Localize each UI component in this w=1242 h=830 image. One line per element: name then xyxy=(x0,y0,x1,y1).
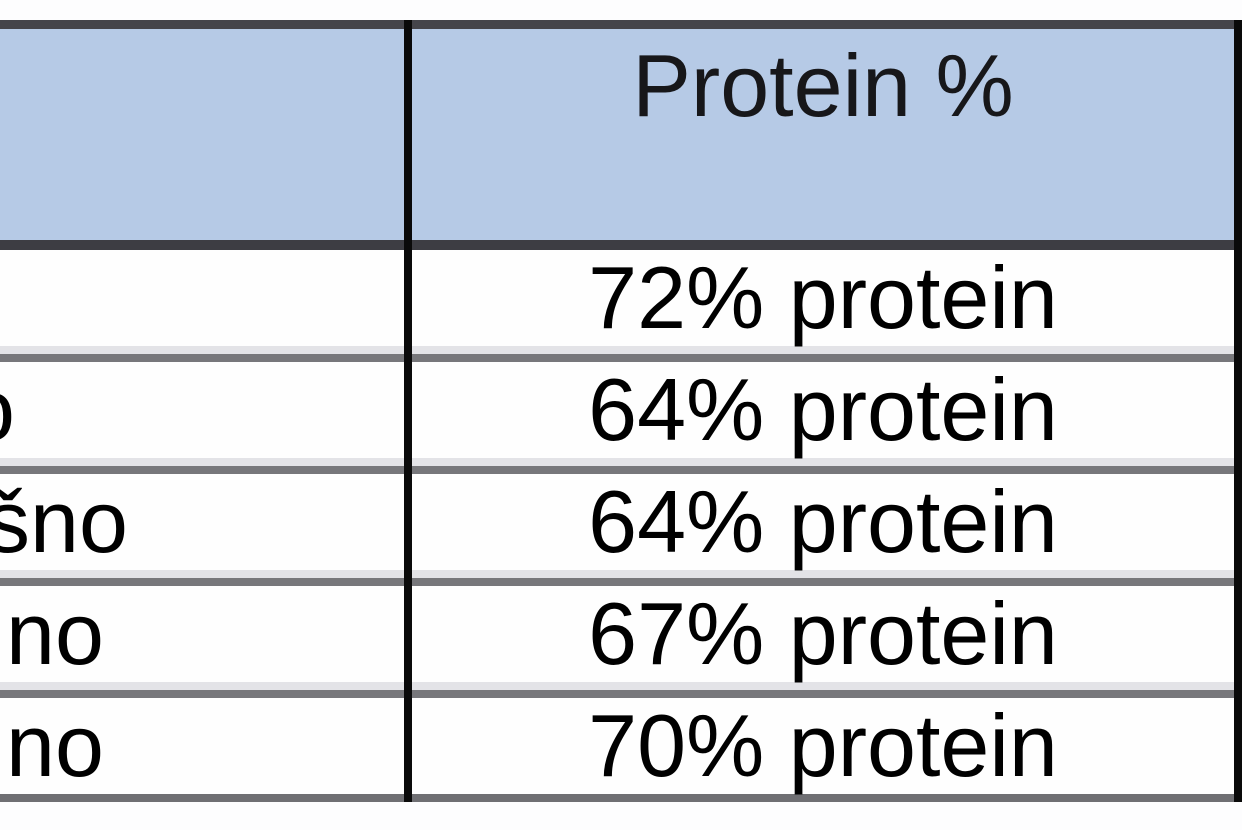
table-row: no 67% protein xyxy=(0,584,1242,683)
row-separator xyxy=(0,570,1242,586)
table-row: no 70% protein xyxy=(0,696,1242,795)
header-cell-protein: Protein % xyxy=(404,29,1242,240)
cell-name-remnant: o xyxy=(0,362,404,458)
cell-protein-value: 64% protein xyxy=(404,472,1242,571)
protein-value-text: 64% protein xyxy=(588,472,1058,571)
header-bottom-border xyxy=(0,240,1242,250)
row-separator xyxy=(0,458,1242,474)
cell-name-remnant xyxy=(0,250,404,346)
row-name-remnant-text: šno xyxy=(0,474,128,570)
table-bottom-border xyxy=(0,794,1242,802)
row-separator xyxy=(0,682,1242,698)
protein-value-text: 67% protein xyxy=(588,584,1058,683)
protein-value-text: 70% protein xyxy=(588,696,1058,795)
cell-protein-value: 70% protein xyxy=(404,696,1242,795)
table-row: šno 64% protein xyxy=(0,472,1242,571)
cell-protein-value: 72% protein xyxy=(404,248,1242,347)
table-row: o 64% protein xyxy=(0,360,1242,459)
row-name-remnant-text: o xyxy=(0,362,15,458)
table-right-border xyxy=(1234,20,1242,802)
table-header-row: Protein % xyxy=(0,29,1242,240)
protein-value-text: 64% protein xyxy=(588,360,1058,459)
cell-name-remnant: no xyxy=(0,586,404,682)
cell-protein-value: 64% protein xyxy=(404,360,1242,459)
row-name-remnant-text: no xyxy=(6,586,104,682)
header-protein-label: Protein % xyxy=(632,36,1014,135)
header-cell-blank xyxy=(0,29,404,240)
column-divider xyxy=(404,20,412,802)
cell-name-remnant: no xyxy=(0,698,404,794)
row-separator xyxy=(0,346,1242,362)
cell-protein-value: 67% protein xyxy=(404,584,1242,683)
cell-name-remnant: šno xyxy=(0,474,404,570)
row-name-remnant-text: no xyxy=(6,698,104,794)
protein-value-text: 72% protein xyxy=(588,248,1058,347)
table-row: 72% protein xyxy=(0,248,1242,347)
protein-table: Protein % 72% protein o 64% protein šn xyxy=(0,20,1242,802)
table-top-border xyxy=(0,20,1242,29)
